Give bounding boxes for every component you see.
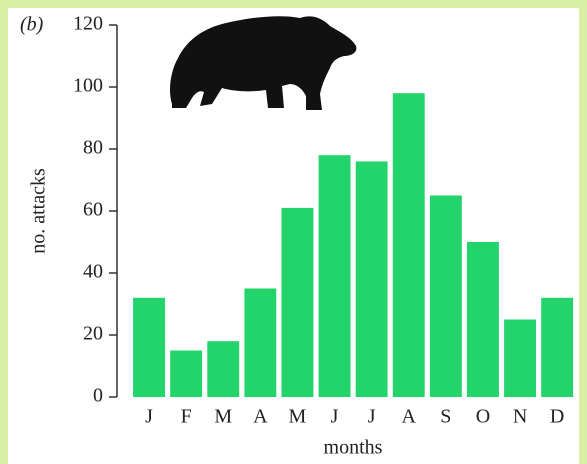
x-tick-label: A <box>253 406 268 428</box>
y-tick-label: 100 <box>73 75 103 97</box>
y-tick-label: 60 <box>83 199 103 221</box>
bar <box>207 341 240 397</box>
bar <box>133 297 166 397</box>
y-tick-label: 40 <box>83 261 103 283</box>
x-tick-label: F <box>181 406 192 428</box>
bar <box>244 288 277 397</box>
bar <box>170 350 203 397</box>
y-axis-label: no. attacks <box>28 168 50 254</box>
bar <box>318 155 351 397</box>
x-tick-label: N <box>513 406 527 428</box>
bar <box>355 161 388 397</box>
bar <box>281 207 314 397</box>
x-tick-label: A <box>402 406 417 428</box>
x-tick-label: M <box>289 406 307 428</box>
y-tick-label: 120 <box>73 13 103 35</box>
y-tick-label: 0 <box>93 385 103 407</box>
x-tick-label: S <box>440 406 451 428</box>
x-tick-label: M <box>214 406 232 428</box>
bar <box>429 195 462 397</box>
y-tick-label: 80 <box>83 137 103 159</box>
x-tick-label: O <box>476 406 490 428</box>
bar <box>392 93 425 397</box>
bar <box>504 319 537 397</box>
x-axis-label: months <box>324 437 383 459</box>
x-tick-label: J <box>368 406 376 428</box>
bear-icon <box>170 16 357 110</box>
x-tick-label: J <box>145 406 153 428</box>
x-tick-label: J <box>331 406 339 428</box>
x-tick-label: D <box>550 406 564 428</box>
bar <box>541 297 574 397</box>
y-tick-label: 20 <box>83 323 103 345</box>
panel-label: (b) <box>20 14 44 36</box>
bar <box>466 242 499 397</box>
